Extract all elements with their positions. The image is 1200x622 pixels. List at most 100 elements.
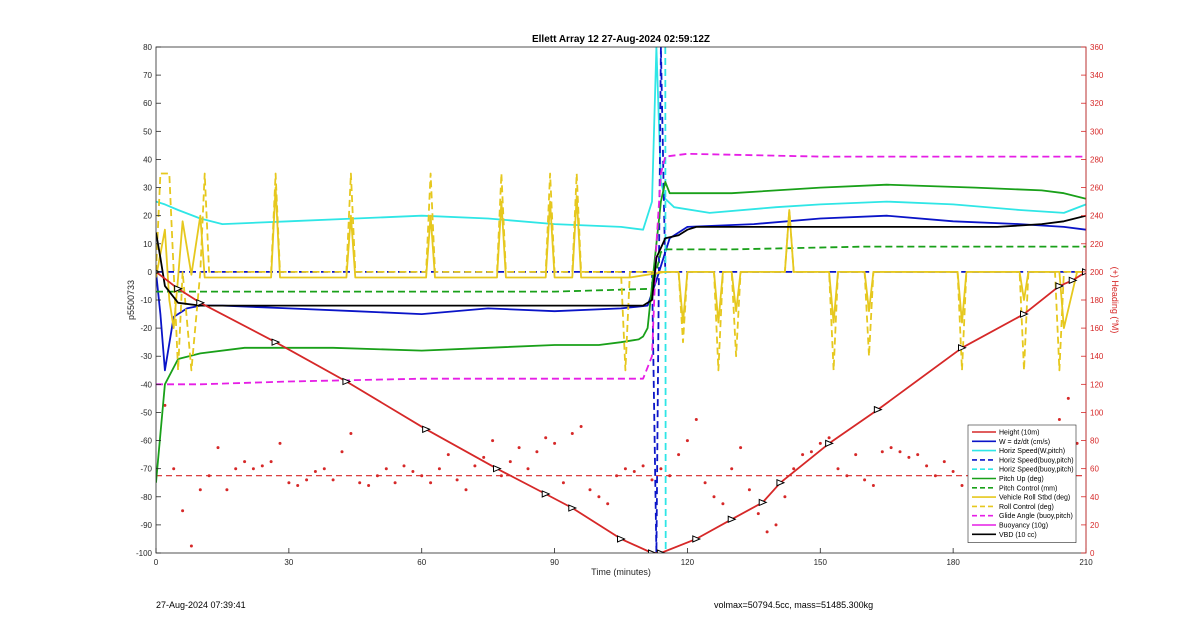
y2-tick-label: 340 [1090, 71, 1104, 80]
legend-entry: VBD (10 cc) [999, 532, 1037, 539]
y-tick-label: -60 [140, 437, 152, 446]
legend-entry: Horiz Speed(buoy,pitch) [999, 457, 1074, 464]
series-line-vbd-10-cc [156, 214, 1086, 307]
legend-entry: W = dz/dt (cm/s) [999, 439, 1050, 446]
legend-entry: Roll Control (deg) [999, 504, 1054, 511]
y-tick-label: -50 [140, 408, 152, 417]
heading-point [198, 488, 202, 492]
x-tick-label: 120 [681, 558, 695, 567]
heading-point [269, 460, 273, 464]
heading-point [393, 481, 397, 485]
height-marker [758, 498, 768, 507]
heading-point [287, 481, 291, 485]
heading-point [437, 467, 441, 471]
heading-point [659, 467, 663, 471]
y2-tick-label: 20 [1090, 521, 1099, 530]
series-line-w-dz-dt-cm-s [156, 214, 1086, 372]
heading-point [181, 509, 185, 513]
x-tick-label: 180 [946, 558, 960, 567]
x-tick-label: 30 [284, 558, 293, 567]
y2-axis-label: (+) Heading (°M) [1110, 267, 1120, 334]
heading-point [455, 478, 459, 482]
heading-point [907, 455, 911, 459]
heading-point [951, 470, 955, 473]
y-tick-label: -90 [140, 521, 152, 530]
height-marker [1055, 282, 1065, 290]
series-line-height-10m [156, 271, 1086, 553]
y-tick-label: -40 [140, 380, 152, 389]
heading-point [482, 455, 486, 459]
heading-point [579, 425, 583, 428]
series-line-horiz-speed-w-pitch [156, 47, 1086, 231]
height-marker [568, 504, 578, 512]
heading-point [535, 450, 539, 454]
heading-point [623, 467, 627, 471]
heading-point [163, 403, 167, 407]
legend-entry: Pitch Control (mm) [999, 485, 1057, 492]
legend-box [967, 424, 1077, 543]
y-tick-label: 60 [143, 99, 152, 108]
heading-point [216, 446, 220, 450]
height-marker [1068, 276, 1078, 285]
heading-point [960, 484, 964, 487]
chart-title: Ellett Array 12 27-Aug-2024 02:59:12Z [532, 34, 710, 45]
heading-point [384, 467, 388, 471]
heading-point [836, 467, 840, 471]
heading-point [942, 460, 946, 464]
heading-point [703, 481, 707, 485]
heading-point [641, 464, 645, 468]
heading-point [429, 481, 433, 485]
height-marker [825, 439, 834, 448]
height-marker [196, 299, 206, 307]
heading-point [606, 502, 610, 506]
heading-point [694, 418, 698, 421]
heading-point [677, 453, 681, 457]
heading-point [871, 484, 875, 487]
heading-point [570, 432, 574, 435]
height-marker [958, 344, 967, 352]
footer-timestamp: 27-Aug-2024 07:39:41 [156, 600, 246, 610]
heading-point [712, 495, 716, 499]
heading-point [774, 523, 778, 527]
legend-entry: Horiz Speed(buoy,pitch) [999, 467, 1074, 474]
heading-point [588, 488, 592, 492]
height-marker [271, 338, 281, 346]
y2-tick-label: 180 [1090, 296, 1104, 305]
height-marker [1020, 310, 1029, 318]
y2-tick-label: 300 [1090, 127, 1104, 136]
y2-tick-label: 280 [1090, 155, 1104, 164]
heading-point [783, 495, 787, 499]
heading-point [818, 441, 822, 445]
heading-point [349, 432, 353, 435]
heading-point [544, 436, 548, 440]
y2-tick-label: 100 [1090, 408, 1104, 417]
x-tick-label: 0 [154, 558, 159, 567]
heading-point [446, 453, 450, 457]
heading-point [1066, 396, 1070, 400]
heading-point [367, 484, 371, 487]
y-axis-label: p5500733 [126, 280, 136, 320]
heading-point [517, 446, 521, 450]
y-tick-label: -80 [140, 493, 152, 502]
heading-point [747, 488, 751, 492]
y-tick-label: -20 [140, 324, 152, 333]
heading-point [827, 436, 831, 440]
legend: Height (10m) W = dz/dt (cm/s) Horiz Speed(… [967, 424, 1077, 543]
height-marker [873, 405, 883, 414]
series-line-glide-angle-buoy-pitch [156, 152, 1086, 386]
heading-point [685, 439, 689, 443]
height-marker [727, 515, 737, 524]
heading-point [597, 495, 601, 499]
heading-point [925, 464, 929, 468]
heading-point [402, 464, 406, 468]
heading-point [358, 481, 362, 485]
plot-area-frame [155, 46, 1087, 554]
heading-point [792, 467, 796, 471]
series-line-vehicle-roll-stbd-deg [156, 186, 1086, 330]
heading-point [809, 450, 813, 454]
height-marker [174, 284, 183, 293]
heading-point [1075, 441, 1079, 445]
heading-point [331, 478, 335, 482]
heading-point [526, 467, 530, 471]
